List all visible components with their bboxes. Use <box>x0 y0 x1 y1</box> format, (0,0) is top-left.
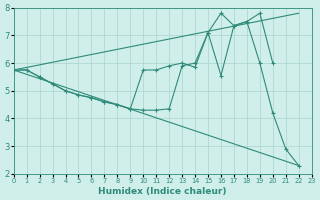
X-axis label: Humidex (Indice chaleur): Humidex (Indice chaleur) <box>99 187 227 196</box>
